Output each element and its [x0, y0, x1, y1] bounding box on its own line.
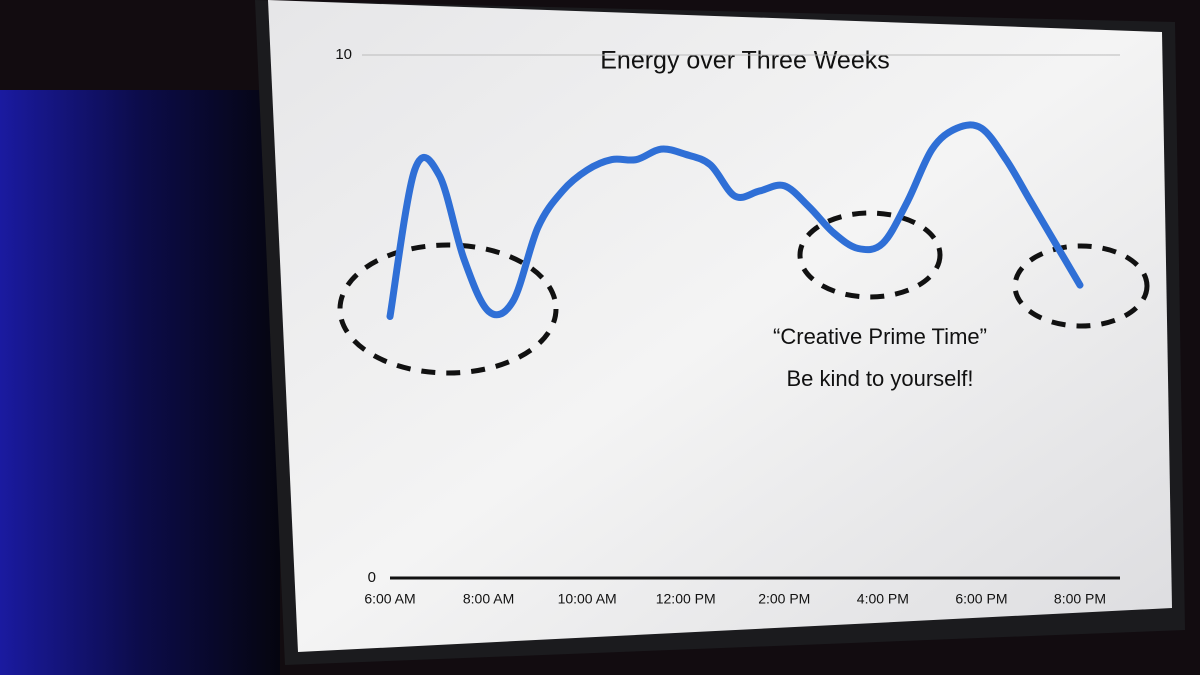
highlight-ellipse	[337, 242, 559, 376]
x-tick-label: 6:00 AM	[364, 591, 415, 607]
annotation: Be kind to yourself!	[786, 366, 973, 391]
x-tick-label: 12:00 PM	[656, 591, 716, 607]
y-tick-label: 0	[368, 569, 376, 586]
x-tick-label: 8:00 PM	[1054, 591, 1106, 607]
highlight-ellipse	[797, 210, 943, 300]
slide	[268, 0, 1172, 652]
curtain	[0, 90, 280, 675]
x-tick-label: 10:00 AM	[558, 591, 617, 607]
annotation: “Creative Prime Time”	[773, 324, 987, 349]
x-tick-label: 2:00 PM	[758, 591, 810, 607]
energy-line	[386, 121, 1084, 320]
x-tick-label: 4:00 PM	[857, 591, 909, 607]
chart-title: Energy over Three Weeks	[600, 47, 890, 75]
x-tick-label: 6:00 PM	[955, 591, 1007, 607]
highlight-ellipse	[1012, 243, 1150, 329]
y-tick-label: 10	[335, 46, 352, 63]
x-tick-label: 8:00 AM	[463, 591, 514, 607]
